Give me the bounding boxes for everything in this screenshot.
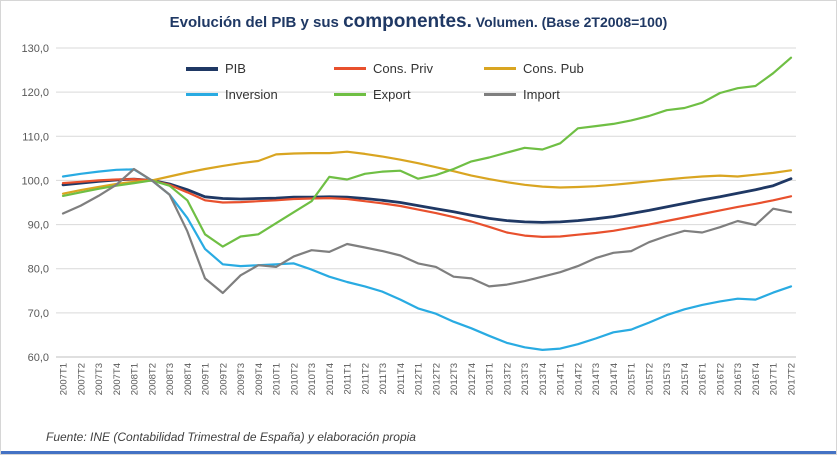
legend-item-cons-pub: Cons. Pub xyxy=(484,61,644,76)
x-axis-tick-label: 2010T2 xyxy=(289,363,300,395)
bottom-accent-bar xyxy=(1,451,836,454)
x-axis-tick-label: 2010T3 xyxy=(307,363,318,395)
x-axis-tick-label: 2014T2 xyxy=(573,363,584,395)
x-axis-tick-label: 2009T2 xyxy=(218,363,229,395)
x-axis-tick-label: 2011T3 xyxy=(378,363,389,395)
x-axis-tick-label: 2014T3 xyxy=(591,363,602,395)
y-axis-tick-label: 80,0 xyxy=(28,264,49,276)
pib-line-swatch xyxy=(186,66,218,71)
series-line-import xyxy=(61,167,793,295)
legend-item-pib: PIB xyxy=(186,61,334,76)
x-axis-tick-label: 2013T2 xyxy=(502,363,513,395)
series-line-cons-priv xyxy=(61,178,793,238)
import-line-swatch xyxy=(484,93,516,96)
chart-title-suffix: Volumen. (Base 2T2008=100) xyxy=(471,14,668,30)
chart-title: Evolución del PIB y sus componentes. Vol… xyxy=(1,11,836,33)
x-axis-tick-label: 2016T2 xyxy=(716,363,727,395)
cons-priv-line-swatch xyxy=(334,67,366,70)
x-axis-tick-label: 2015T4 xyxy=(680,363,691,395)
chart-legend: PIB Cons. Priv Cons. Pub Inversion Expor… xyxy=(186,61,644,102)
y-axis-tick-label: 100,0 xyxy=(21,175,49,187)
legend-label-cons-priv: Cons. Priv xyxy=(373,61,433,76)
x-axis-tick-label: 2012T2 xyxy=(431,363,442,395)
y-axis-tick-label: 90,0 xyxy=(28,220,49,232)
x-axis-tick-label: 2017T2 xyxy=(787,363,798,395)
x-axis-tick-label: 2014T4 xyxy=(609,363,620,395)
x-axis-tick-label: 2008T1 xyxy=(130,363,141,395)
x-axis-tick-label: 2011T1 xyxy=(343,363,354,395)
legend-label-import: Import xyxy=(523,87,560,102)
y-axis-tick-label: 120,0 xyxy=(21,87,49,99)
x-axis-tick-label: 2007T1 xyxy=(59,363,70,395)
x-axis-tick-label: 2016T1 xyxy=(698,363,709,395)
legend-label-export: Export xyxy=(373,87,411,102)
x-axis-tick-label: 2014T1 xyxy=(556,363,567,395)
x-axis-tick-label: 2011T2 xyxy=(360,363,371,395)
x-axis-tick-label: 2007T4 xyxy=(112,363,123,395)
series-line-export xyxy=(61,56,793,248)
source-note: Fuente: INE (Contabilidad Trimestral de … xyxy=(46,430,416,444)
x-axis-tick-label: 2013T1 xyxy=(485,363,496,395)
legend-item-inversion: Inversion xyxy=(186,87,334,102)
x-axis-tick-label: 2017T1 xyxy=(769,363,780,395)
x-axis-tick-label: 2015T2 xyxy=(645,363,656,395)
legend-label-pib: PIB xyxy=(225,61,246,76)
x-axis-tick-label: 2012T4 xyxy=(467,363,478,395)
x-axis-tick-label: 2015T1 xyxy=(627,363,638,395)
y-axis-tick-label: 130,0 xyxy=(21,43,49,55)
x-axis-tick-label: 2009T1 xyxy=(201,363,212,395)
legend-item-cons-priv: Cons. Priv xyxy=(334,61,484,76)
inversion-line-swatch xyxy=(186,93,218,96)
x-axis-tick-label: 2013T3 xyxy=(520,363,531,395)
legend-item-import: Import xyxy=(484,87,644,102)
legend-label-cons-pub: Cons. Pub xyxy=(523,61,584,76)
chart-title-text: Evolución del PIB y sus xyxy=(169,14,344,31)
x-axis-tick-label: 2010T4 xyxy=(325,363,336,395)
y-axis-tick-label: 110,0 xyxy=(22,131,49,143)
x-axis-tick-label: 2012T1 xyxy=(414,363,425,395)
x-axis-tick-label: 2009T3 xyxy=(236,363,247,395)
x-axis-tick-label: 2008T3 xyxy=(165,363,176,395)
x-axis-tick-label: 2007T2 xyxy=(76,363,87,395)
legend-label-inversion: Inversion xyxy=(225,87,278,102)
legend-item-export: Export xyxy=(334,87,484,102)
x-axis-tick-label: 2009T4 xyxy=(254,363,265,395)
y-axis-tick-label: 60,0 xyxy=(28,352,49,364)
x-axis-tick-label: 2015T3 xyxy=(662,363,673,395)
x-axis-tick-label: 2016T3 xyxy=(733,363,744,395)
series-line-inversion xyxy=(61,168,793,351)
chart-title-emphasis: componentes. xyxy=(343,11,472,32)
x-axis-tick-label: 2011T4 xyxy=(396,363,407,395)
cons-pub-line-swatch xyxy=(484,67,516,70)
series-line-pib xyxy=(61,177,793,224)
x-axis-tick-label: 2008T2 xyxy=(147,363,158,395)
y-axis-tick-label: 70,0 xyxy=(28,308,49,320)
x-axis-tick-label: 2008T4 xyxy=(183,363,194,395)
x-axis-tick-label: 2016T4 xyxy=(751,363,762,395)
x-axis-tick-label: 2010T1 xyxy=(272,363,283,395)
x-axis-tick-label: 2013T4 xyxy=(538,363,549,395)
export-line-swatch xyxy=(334,93,366,96)
x-axis-tick-label: 2007T3 xyxy=(94,363,105,395)
x-axis-tick-label: 2012T3 xyxy=(449,363,460,395)
series-line-cons-pub xyxy=(61,150,793,195)
